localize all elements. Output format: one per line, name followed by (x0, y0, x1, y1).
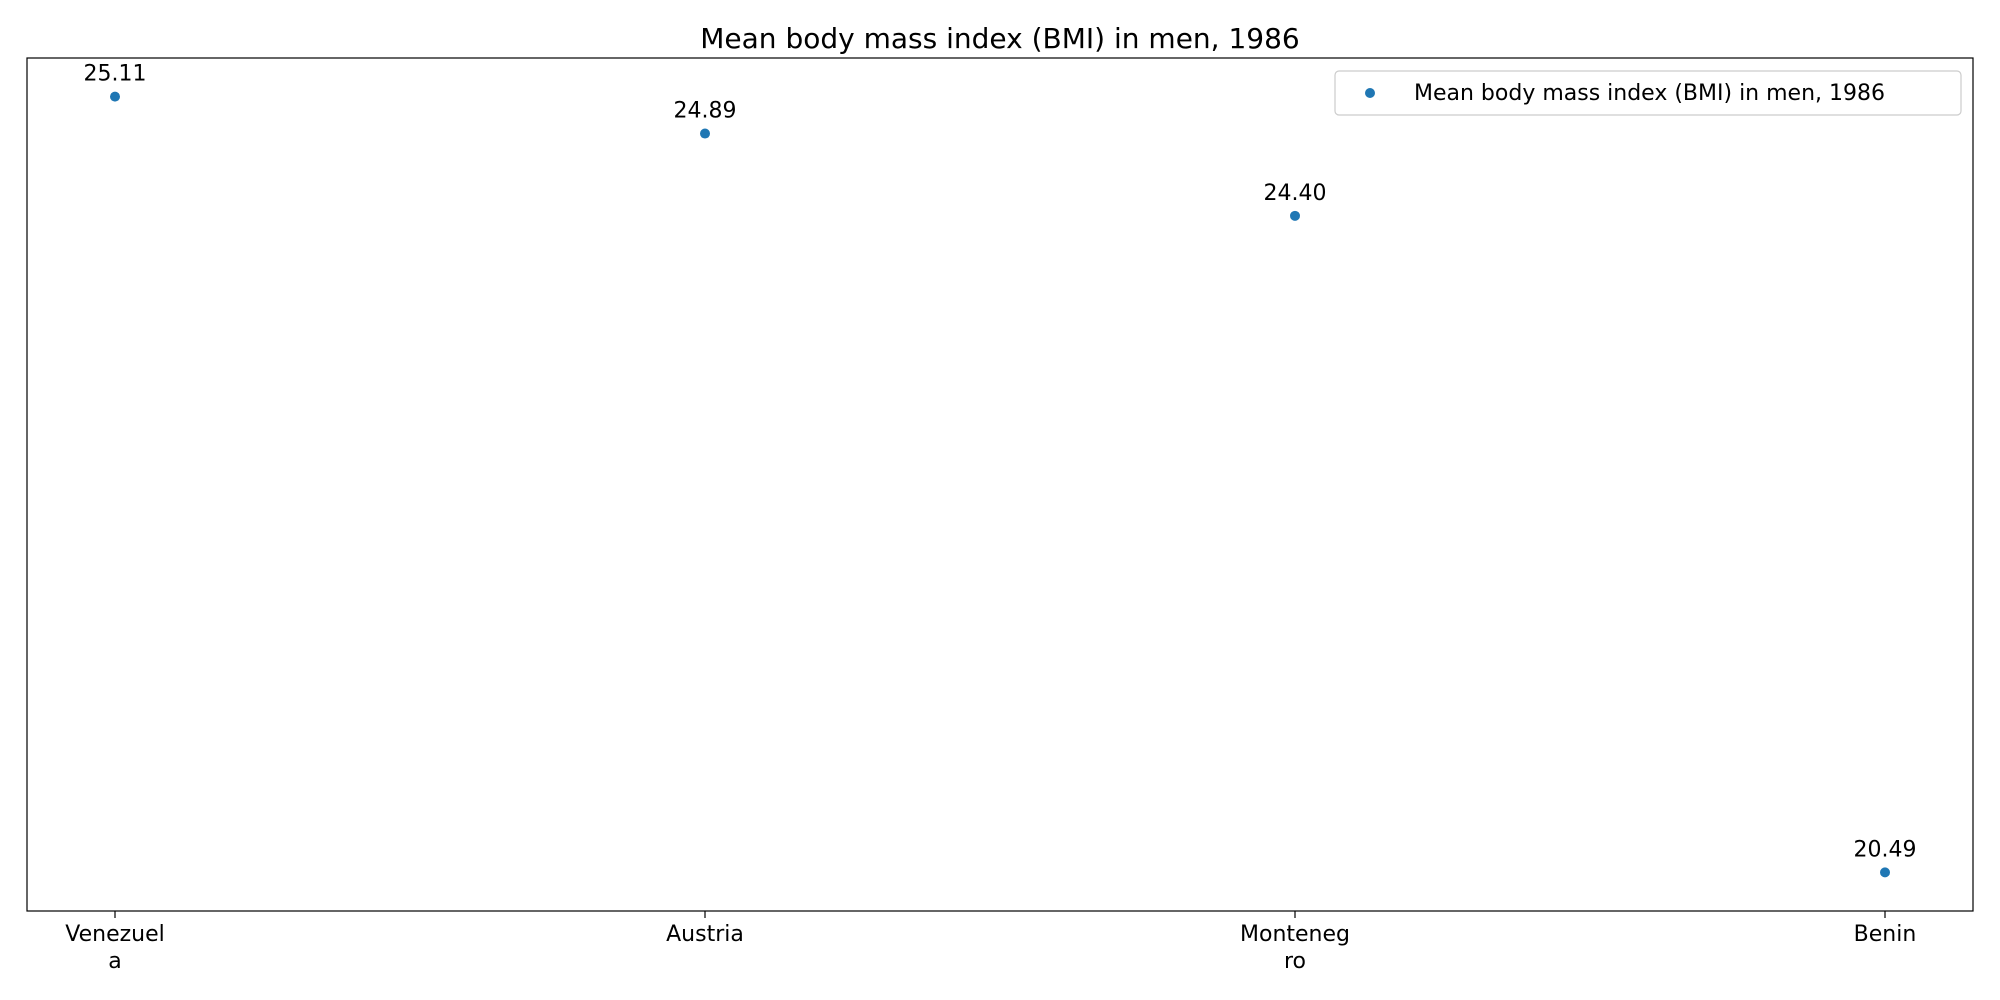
data-label: 25.11 (84, 62, 147, 87)
data-label: 24.40 (1264, 181, 1327, 206)
legend-box (1334, 70, 1962, 116)
legend-label: Mean body mass index (BMI) in men, 1986 (1414, 81, 1885, 106)
legend-marker (1365, 88, 1375, 98)
x-tick-label: Austria (666, 922, 744, 947)
data-point (1880, 867, 1890, 878)
x-tick-label: Venezuel a (65, 922, 165, 974)
data-label: 24.89 (674, 99, 737, 124)
x-axis-ticks: Venezuel a Austria Monteneg ro Benin (65, 911, 1916, 974)
data-point (1290, 210, 1300, 221)
data-point (110, 91, 120, 102)
data-label: 20.49 (1854, 837, 1917, 862)
chart-title: Mean body mass index (BMI) in men, 1986 (700, 22, 1299, 55)
legend: Mean body mass index (BMI) in men, 1986 (1334, 70, 1962, 116)
data-point (700, 128, 710, 139)
x-tick-label: Monteneg ro (1240, 922, 1350, 974)
x-tick-label: Benin (1854, 922, 1917, 947)
plot-area-frame (26, 57, 1974, 912)
data-points: 25.11 24.89 24.40 20.49 (84, 62, 1917, 878)
